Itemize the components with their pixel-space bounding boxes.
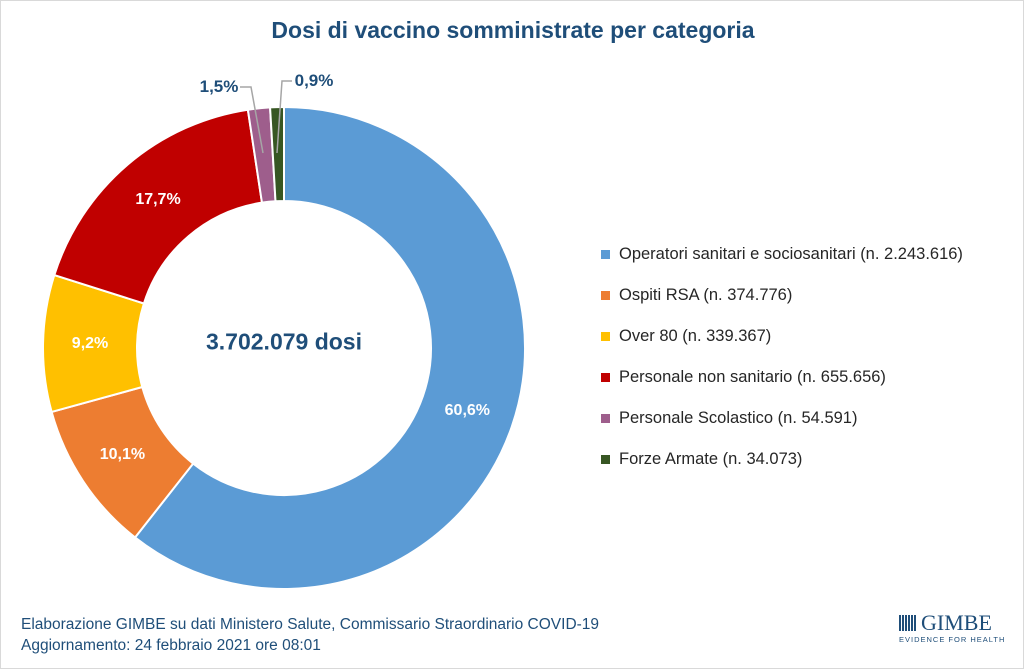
legend-item: Personale non sanitario (n. 655.656) [601,357,963,398]
legend: Operatori sanitari e sociosanitari (n. 2… [601,234,963,480]
legend-swatch [601,250,610,259]
legend-swatch [601,332,610,341]
legend-swatch [601,414,610,423]
footer-updated: Aggiornamento: 24 febbraio 2021 ore 08:0… [21,637,321,654]
donut-slice [269,105,285,203]
legend-item: Over 80 (n. 339.367) [601,316,963,357]
logo-tagline: EVIDENCE FOR HEALTH [899,635,1006,644]
slice-percent-label: 17,7% [135,191,181,209]
slice-percent-label: 60,6% [444,402,491,420]
chart-title: Dosi di vaccino somministrate per catego… [271,17,755,43]
legend-label: Ospiti RSA (n. 374.776) [619,286,793,304]
center-total-label: 3.702.079 dosi [206,328,362,355]
slice-percent-label: 10,1% [99,446,146,464]
leader-line [240,86,264,154]
slice-percent-label: 9,2% [71,335,109,353]
gimbe-logo: GIMBE EVIDENCE FOR HEALTH [899,610,1006,644]
legend-swatch [601,373,610,382]
legend-label: Personale Scolastico (n. 54.591) [619,409,858,427]
legend-item: Operatori sanitari e sociosanitari (n. 2… [601,234,963,275]
footer-source: Elaborazione GIMBE su dati Ministero Sal… [21,616,600,633]
legend-item: Ospiti RSA (n. 374.776) [601,275,963,316]
legend-label: Personale non sanitario (n. 655.656) [619,368,886,386]
legend-item: Personale Scolastico (n. 54.591) [601,398,963,439]
donut-slice [133,105,526,590]
leader-line [276,80,292,154]
slice-percent-label: 1,5% [199,77,239,96]
legend-item: Forze Armate (n. 34.073) [601,439,963,480]
legend-swatch [601,291,610,300]
footer: Elaborazione GIMBE su dati Ministero Sal… [21,614,599,656]
slice-percent-label: 0,9% [294,71,334,90]
legend-label: Forze Armate (n. 34.073) [619,450,803,468]
logo-name: GIMBE [921,610,992,635]
legend-swatch [601,455,610,464]
legend-label: Operatori sanitari e sociosanitari (n. 2… [619,245,963,263]
legend-label: Over 80 (n. 339.367) [619,327,772,345]
logo-grid-icon [899,615,917,631]
